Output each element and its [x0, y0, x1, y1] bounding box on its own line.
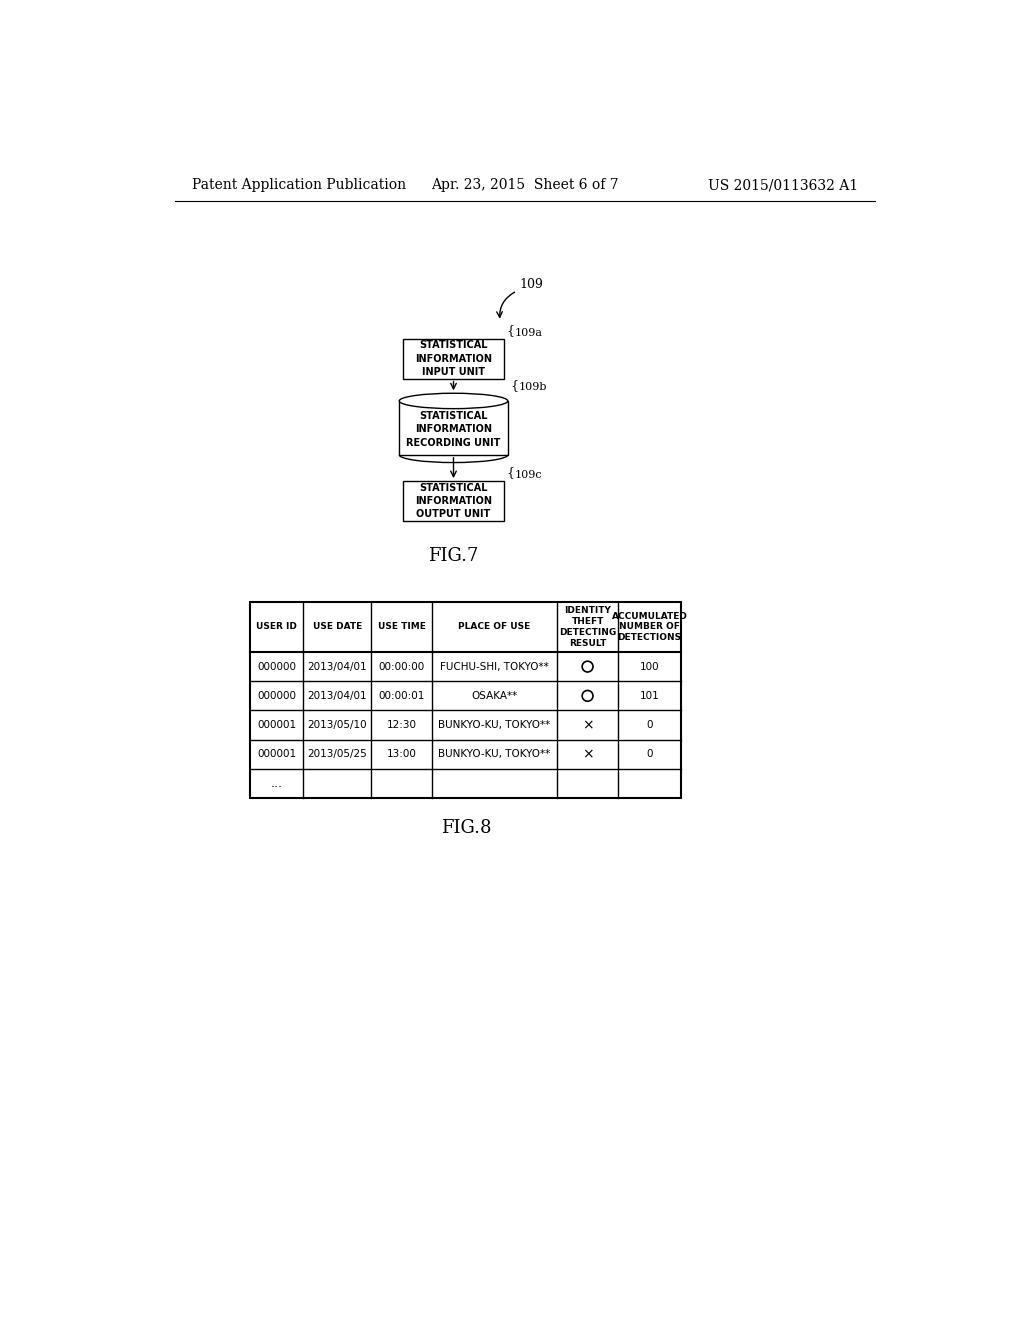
Text: US 2015/0113632 A1: US 2015/0113632 A1: [708, 178, 858, 193]
Text: ×: ×: [582, 747, 593, 762]
Text: 0: 0: [646, 750, 653, 759]
Text: Apr. 23, 2015  Sheet 6 of 7: Apr. 23, 2015 Sheet 6 of 7: [431, 178, 618, 193]
Text: 2013/05/25: 2013/05/25: [307, 750, 368, 759]
Text: 109b: 109b: [518, 383, 547, 392]
Text: 2013/04/01: 2013/04/01: [307, 661, 367, 672]
Text: USE DATE: USE DATE: [312, 623, 361, 631]
Text: ACCUMULATED
NUMBER OF
DETECTIONS: ACCUMULATED NUMBER OF DETECTIONS: [611, 611, 687, 643]
Text: {: {: [506, 323, 514, 337]
Text: 109c: 109c: [515, 470, 543, 480]
Text: BUNKYO-KU, TOKYO**: BUNKYO-KU, TOKYO**: [438, 750, 551, 759]
Text: 000000: 000000: [257, 690, 296, 701]
Text: Patent Application Publication: Patent Application Publication: [191, 178, 406, 193]
Text: 13:00: 13:00: [387, 750, 417, 759]
Text: FUCHU-SHI, TOKYO**: FUCHU-SHI, TOKYO**: [440, 661, 549, 672]
Text: 00:00:01: 00:00:01: [379, 690, 425, 701]
Bar: [403, 480, 504, 521]
Text: STATISTICAL
INFORMATION
INPUT UNIT: STATISTICAL INFORMATION INPUT UNIT: [415, 341, 492, 376]
Text: 000001: 000001: [257, 750, 296, 759]
Text: USER ID: USER ID: [256, 623, 297, 631]
Bar: [403, 339, 504, 379]
Text: STATISTICAL
INFORMATION
RECORDING UNIT: STATISTICAL INFORMATION RECORDING UNIT: [407, 412, 501, 447]
Text: STATISTICAL
INFORMATION
OUTPUT UNIT: STATISTICAL INFORMATION OUTPUT UNIT: [415, 483, 492, 519]
Text: 000001: 000001: [257, 721, 296, 730]
Text: 12:30: 12:30: [387, 721, 417, 730]
Text: PLACE OF USE: PLACE OF USE: [459, 623, 530, 631]
Text: ×: ×: [582, 718, 593, 733]
Text: BUNKYO-KU, TOKYO**: BUNKYO-KU, TOKYO**: [438, 721, 551, 730]
Text: 109: 109: [519, 279, 544, 292]
Text: 109a: 109a: [515, 327, 543, 338]
Text: {: {: [510, 379, 518, 392]
Bar: [399, 401, 508, 455]
Text: 0: 0: [646, 721, 653, 730]
Text: 101: 101: [640, 690, 659, 701]
Ellipse shape: [399, 393, 508, 409]
Text: {: {: [506, 466, 514, 479]
Text: ...: ...: [270, 777, 283, 791]
Bar: [251, 602, 681, 799]
Text: OSAKA**: OSAKA**: [471, 690, 518, 701]
Text: IDENTITY
THEFT
DETECTING
RESULT: IDENTITY THEFT DETECTING RESULT: [559, 606, 616, 648]
Text: FIG.7: FIG.7: [428, 546, 478, 565]
Text: 2013/05/10: 2013/05/10: [307, 721, 367, 730]
Text: USE TIME: USE TIME: [378, 623, 426, 631]
Text: 2013/04/01: 2013/04/01: [307, 690, 367, 701]
Text: 100: 100: [640, 661, 659, 672]
Text: FIG.8: FIG.8: [440, 818, 492, 837]
Text: 000000: 000000: [257, 661, 296, 672]
Text: 00:00:00: 00:00:00: [379, 661, 425, 672]
